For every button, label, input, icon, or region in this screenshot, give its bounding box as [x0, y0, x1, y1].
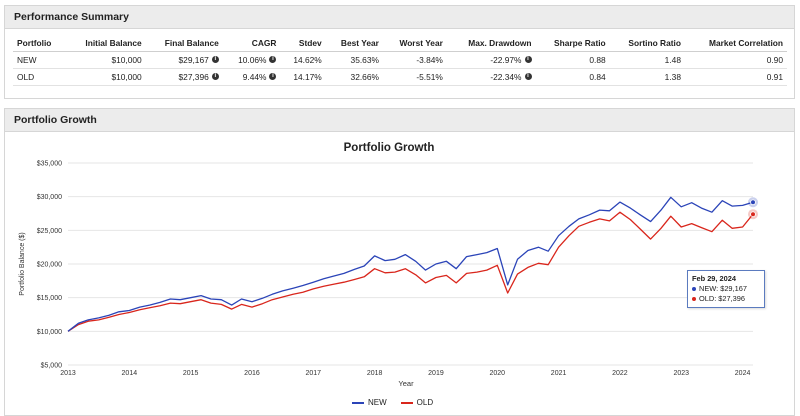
info-icon[interactable]: i: [269, 56, 277, 64]
cell-final: $29,167 i: [145, 51, 223, 69]
tooltip-new: NEW: $29,167: [692, 284, 760, 294]
legend-item-new[interactable]: NEW: [352, 398, 387, 407]
col-portfolio: Portfolio: [13, 35, 66, 52]
cell-drawdown: -22.34% i: [446, 68, 536, 86]
cell-final: $27,396 i: [145, 68, 223, 86]
col-worst-year: Worst Year: [382, 35, 447, 52]
legend-old-label: OLD: [416, 398, 434, 407]
cell-worst: -5.51%: [382, 68, 447, 86]
performance-summary-panel: Performance Summary Portfolio Initial Ba…: [4, 5, 795, 99]
cell-initial: $10,000: [65, 68, 146, 86]
cell-portfolio: OLD: [13, 68, 66, 86]
col-initial-balance: Initial Balance: [65, 35, 146, 52]
col-market-correlation: Market Correlation: [684, 35, 787, 52]
col-sortino-ratio: Sortino Ratio: [609, 35, 685, 52]
performance-summary-title: Performance Summary: [5, 6, 794, 29]
tooltip-date: Feb 29, 2024: [692, 274, 736, 283]
cell-corr: 0.90: [684, 51, 787, 69]
col-best-year: Best Year: [325, 35, 383, 52]
chart-legend: NEW OLD: [352, 398, 433, 407]
cell-drawdown: -22.97% i: [446, 51, 536, 69]
table-row: OLD $10,000 $27,396 i 9.44% i 14.17% 32.66…: [13, 68, 787, 86]
legend-old-swatch-icon: [400, 401, 413, 404]
info-icon[interactable]: i: [524, 73, 532, 81]
cell-worst: -3.84%: [382, 51, 447, 69]
portfolio-growth-title: Portfolio Growth: [5, 109, 794, 132]
info-icon[interactable]: i: [524, 56, 532, 64]
legend-new-label: NEW: [368, 398, 387, 407]
col-cagr: CAGR: [222, 35, 281, 52]
cell-sharpe: 0.88: [535, 51, 610, 69]
cell-portfolio: NEW: [13, 51, 66, 69]
old-dot-icon: [692, 297, 696, 302]
cell-best: 35.63%: [325, 51, 383, 69]
info-icon[interactable]: i: [211, 73, 219, 81]
tooltip-old: OLD: $27,396: [692, 294, 760, 304]
col-sharpe-ratio: Sharpe Ratio: [535, 35, 610, 52]
legend-item-old[interactable]: OLD: [400, 398, 434, 407]
table-row: NEW $10,000 $29,167 i 10.06% i 14.62% 35.6…: [13, 51, 787, 69]
cell-cagr: 10.06% i: [222, 51, 281, 69]
legend-new-swatch-icon: [352, 401, 364, 404]
cell-best: 32.66%: [325, 68, 383, 86]
cell-sortino: 1.38: [609, 68, 685, 86]
cell-sharpe: 0.84: [535, 68, 610, 86]
portfolio-growth-panel: Portfolio Growth: [4, 108, 795, 416]
performance-summary-table: Portfolio Initial Balance Final Balance …: [13, 35, 787, 86]
new-dot-icon: [692, 287, 696, 292]
cell-stdev: 14.17%: [280, 68, 326, 86]
col-final-balance: Final Balance: [145, 35, 223, 52]
cell-initial: $10,000: [65, 51, 146, 69]
cell-cagr: 9.44% i: [222, 68, 281, 86]
cell-corr: 0.91: [684, 68, 787, 86]
col-stdev: Stdev: [280, 35, 326, 52]
hover-tooltip: Feb 29, 2024 NEW: $29,167 OLD: $27,396: [687, 270, 765, 308]
info-icon[interactable]: i: [269, 73, 277, 81]
cell-stdev: 14.62%: [280, 51, 326, 69]
col-max-drawdown: Max. Drawdown: [446, 35, 536, 52]
table-header-row: Portfolio Initial Balance Final Balance …: [13, 35, 787, 52]
cell-sortino: 1.48: [609, 51, 685, 69]
info-icon[interactable]: i: [211, 56, 219, 64]
